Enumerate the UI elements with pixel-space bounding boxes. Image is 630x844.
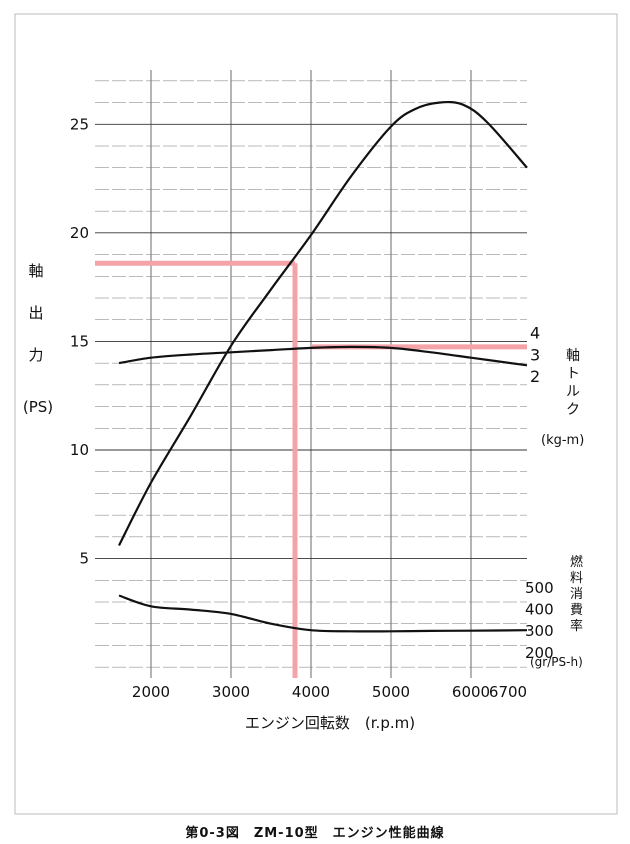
x-tick-label: 6700 (489, 683, 527, 701)
power-axis-label-line: 力 (28, 346, 43, 364)
x-tick-label: 5000 (372, 683, 410, 701)
fuel-axis-label: 燃 料 消 費 率 (gr/PS-h) (530, 554, 583, 669)
fuel-axis-label-line: 燃 (570, 554, 583, 570)
torque-curve (118, 345, 528, 367)
series-layer (118, 100, 528, 633)
power-axis-label-line: (PS) (23, 398, 53, 416)
x-tick-label: 4000 (292, 683, 330, 701)
scan-border (14, 13, 618, 815)
fuel-axis-label-line: 消 (570, 587, 583, 602)
power-tick-label: 25 (70, 115, 89, 133)
power-curve (118, 100, 528, 546)
power-axis-label-line: 軸 (28, 262, 43, 280)
power-axis-label: 軸 出 力 (PS) (23, 262, 53, 416)
torque-axis-label-line: ク (566, 402, 580, 418)
power-tick-label: 5 (79, 550, 89, 568)
power-axis-label-line: 出 (28, 304, 43, 322)
torque-axis-label-line: 軸 (566, 348, 580, 364)
x-axis-label: エンジン回転数 (r.p.m) (245, 714, 415, 732)
fuel-tick-label: 300 (525, 622, 554, 640)
grid (95, 70, 527, 678)
fuel-consumption-curve (118, 594, 528, 633)
fuel-tick-label: 200 (525, 644, 554, 662)
fuel-axis-label-line: 率 (570, 618, 583, 634)
power-tick-label: 15 (70, 332, 89, 350)
power-tick-label: 20 (70, 224, 89, 242)
fuel-axis-label-line: 料 (570, 571, 583, 586)
x-tick-label: 6000 (452, 683, 490, 701)
torque-axis-label: 軸 ト ル ク (kg-m) (541, 348, 584, 448)
power-tick-label: 10 (70, 441, 89, 459)
x-tick-label: 3000 (212, 683, 250, 701)
x-tick-label: 2000 (132, 683, 170, 701)
torque-axis-label-line: ル (566, 384, 580, 400)
torque-axis-unit: (kg-m) (541, 433, 584, 448)
fuel-axis-label-line: 費 (570, 603, 583, 618)
figure-caption: 第0-3図 ZM-10型 エンジン性能曲線 (185, 826, 445, 841)
fuel-axis-unit: (gr/PS-h) (530, 655, 583, 669)
torque-axis-label-line: ト (566, 366, 580, 382)
torque-tick-label: 3 (530, 345, 540, 364)
torque-tick-label: 4 (530, 324, 540, 343)
fuel-tick-label: 500 (525, 579, 554, 597)
fuel-tick-label: 400 (525, 601, 554, 619)
torque-tick-label: 2 (530, 367, 540, 386)
